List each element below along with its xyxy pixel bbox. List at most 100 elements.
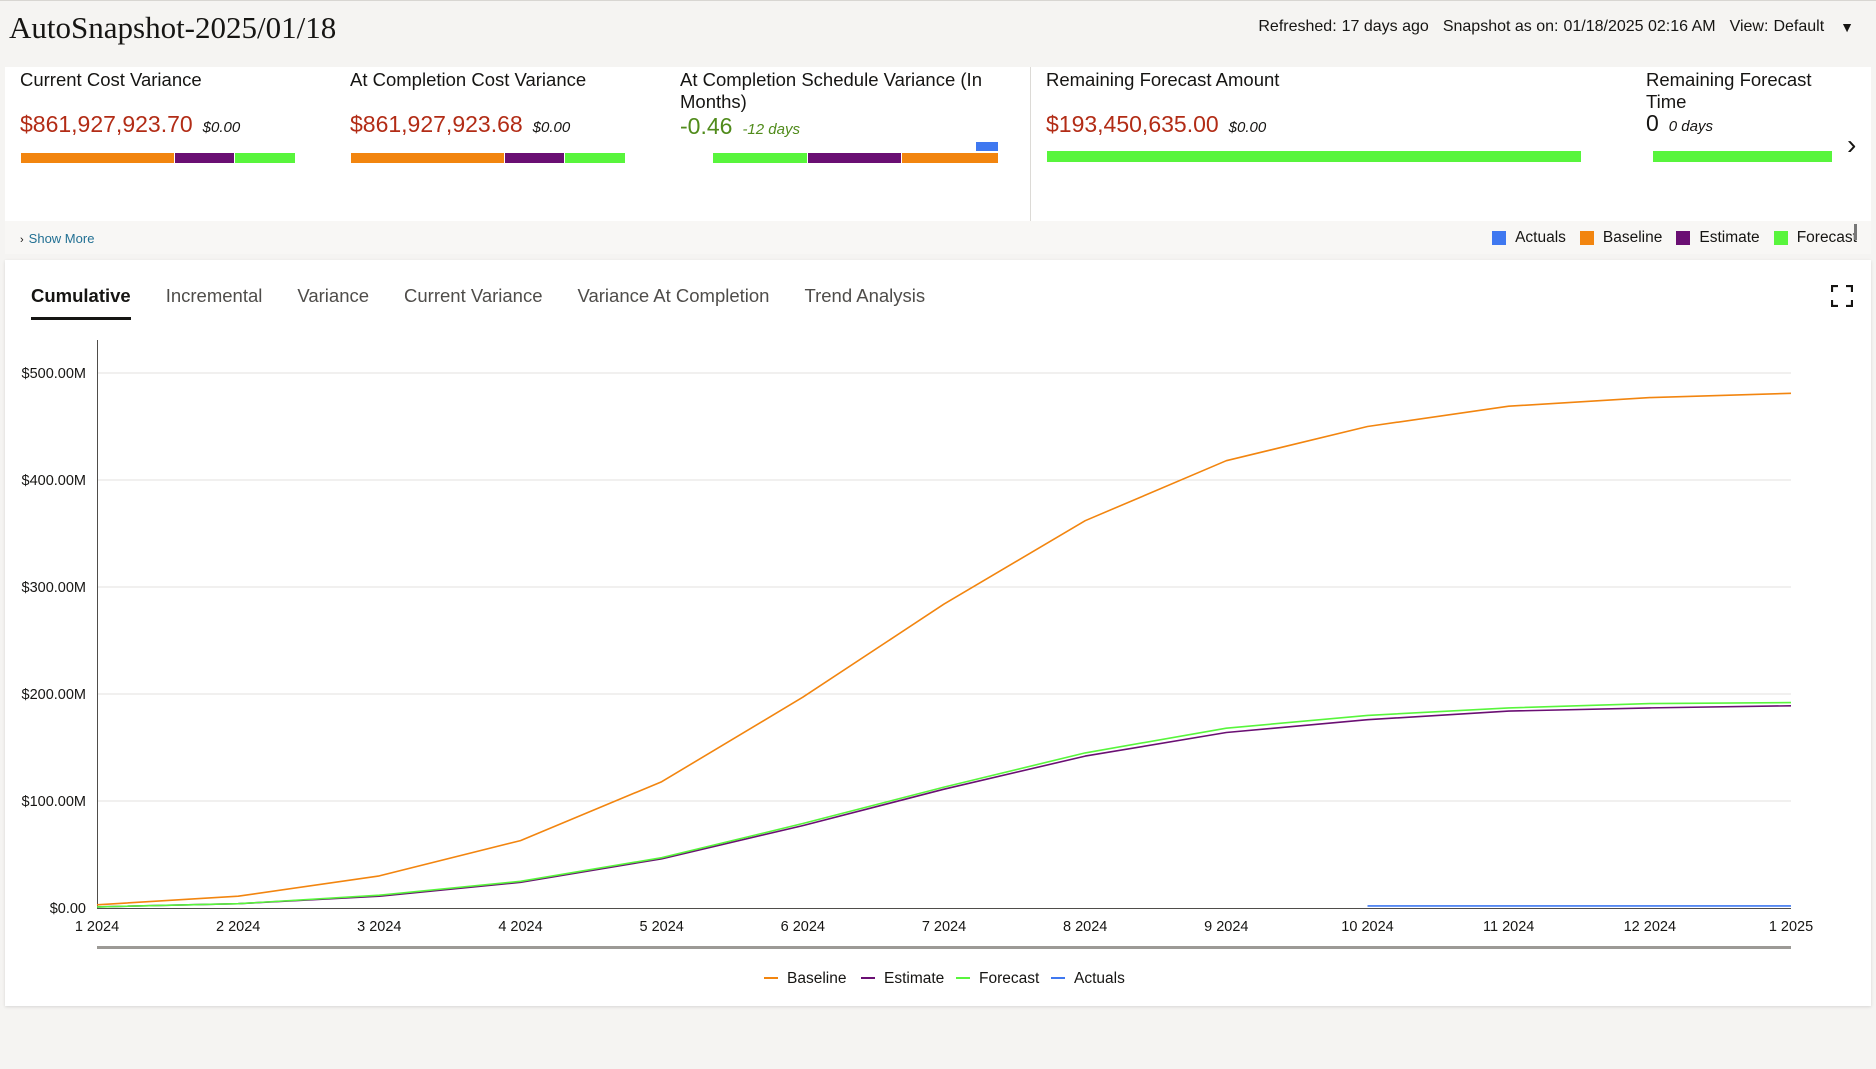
kpi-current-cost-variance[interactable]: Current Cost Variance $861,927,923.70 $0.…: [20, 67, 320, 217]
chart-overview-scrollbar: [97, 946, 1791, 949]
kpi-value-main: $193,450,635.00: [1046, 111, 1219, 137]
legend-label: Forecast: [1796, 229, 1857, 246]
x-tick-label: 6 2024: [781, 919, 825, 935]
kpi-strip: Current Cost Variance $861,927,923.70 $0.…: [5, 67, 1871, 254]
legend-item-actuals: Actuals: [1492, 229, 1566, 247]
cumulative-line-chart: $0.00 $100.00M $200.00M $300.00M $400.00M $50…: [22, 340, 1813, 987]
kpi-at-completion-cost-variance[interactable]: At Completion Cost Variance $861,927,923…: [350, 67, 650, 217]
kpi-value: 0 0 days: [1646, 110, 1713, 137]
kpi-remaining-forecast-time[interactable]: Remaining Forecast Time 0 0 days: [1646, 67, 1846, 217]
estimate-bar: [505, 153, 564, 163]
baseline-bar: [351, 153, 504, 163]
kpi-legend: Actuals Baseline Estimate Forecast: [1478, 229, 1857, 247]
x-tick-label: 10 2024: [1341, 919, 1393, 935]
y-tick-label: $100.00M: [22, 794, 87, 810]
legend-item-baseline: Baseline: [1579, 229, 1663, 247]
forecast-bar: [1047, 151, 1581, 162]
legend-label-actuals: Actuals: [1074, 970, 1125, 987]
kpi-value-sub: $0.00: [532, 119, 571, 136]
y-tick-label: $200.00M: [22, 687, 87, 703]
kpi-title: At Completion Cost Variance: [350, 69, 587, 90]
estimate-bar: [808, 153, 901, 163]
fullscreen-icon[interactable]: [1831, 285, 1853, 307]
x-tick-label: 11 2024: [1483, 919, 1534, 935]
kpi-value-sub: 0 days: [1668, 118, 1713, 135]
view-label: View:: [1729, 18, 1769, 35]
kpi-value-main: $861,927,923.68: [350, 111, 523, 137]
kpi-value-sub: $0.00: [202, 119, 241, 136]
kpi-value: $861,927,923.70 $0.00: [20, 111, 240, 138]
kpi-value-main: -0.46: [680, 113, 733, 139]
kpi-footer: › Show More Actuals Baseline Estimate For…: [5, 221, 1871, 254]
tab-bar: Cumulative Incremental Variance Current …: [31, 285, 960, 320]
forecast-bar: [1653, 151, 1832, 162]
tab-current-variance[interactable]: Current Variance: [404, 285, 543, 306]
tab-trend-analysis[interactable]: Trend Analysis: [804, 285, 926, 306]
top-border: [0, 0, 1876, 1]
chart-panel: Cumulative Incremental Variance Current …: [5, 260, 1871, 1006]
x-tick-label: 4 2024: [498, 919, 542, 935]
actuals-bar: [976, 142, 998, 151]
tab-cumulative[interactable]: Cumulative: [31, 285, 131, 320]
x-tick-label: 12 2024: [1624, 919, 1676, 935]
kpi-value-main: $861,927,923.70: [20, 111, 193, 137]
show-more-label: Show More: [28, 231, 95, 246]
legend-label-estimate: Estimate: [884, 970, 944, 987]
kpi-title: At Completion Schedule Variance (In Mont…: [680, 69, 982, 112]
kpi-value: $193,450,635.00 $0.00: [1046, 111, 1266, 138]
page-title: AutoSnapshot-2025/01/18: [9, 10, 337, 45]
baseline-bar: [21, 153, 174, 163]
series-line-forecast: [96, 701, 1792, 908]
x-tick-label: 1 2025: [1769, 919, 1813, 935]
y-tick-label: $0.00: [50, 901, 86, 917]
legend-swatch: [1579, 231, 1594, 245]
legend-label: Actuals: [1515, 229, 1566, 246]
legend-item-estimate: Estimate: [1676, 229, 1760, 247]
snapshot-value: 01/18/2025 02:16 AM: [1563, 18, 1716, 35]
estimate-bar: [175, 153, 234, 163]
x-tick-label: 1 2024: [75, 919, 119, 935]
kpi-title: Remaining Forecast Amount: [1046, 69, 1280, 90]
tab-incremental[interactable]: Incremental: [165, 285, 263, 306]
scrollbar[interactable]: [1854, 224, 1857, 240]
snapshot-label: Snapshot as on:: [1442, 18, 1559, 35]
header-meta: Refreshed: 17 days ago Snapshot as on: 0…: [1258, 18, 1854, 36]
legend-swatch: [1676, 231, 1691, 245]
refreshed-value: 17 days ago: [1341, 18, 1429, 35]
x-tick-label: 9 2024: [1204, 919, 1248, 935]
chevron-down-icon[interactable]: ▼: [1840, 19, 1854, 35]
kpi-value: $861,927,923.68 $0.00: [350, 111, 570, 138]
legend-label-forecast: Forecast: [979, 970, 1040, 987]
kpi-divider: [1030, 67, 1031, 221]
y-tick-label: $400.00M: [22, 473, 87, 489]
forecast-bar: [565, 153, 625, 163]
kpi-title: Remaining Forecast Time: [1646, 69, 1812, 112]
kpi-title: Current Cost Variance: [20, 69, 202, 90]
legend-swatch: [1773, 231, 1788, 245]
view-select[interactable]: Default: [1773, 18, 1825, 35]
forecast-bar: [713, 153, 807, 163]
x-tick-label: 2 2024: [216, 919, 260, 935]
kpi-at-completion-schedule-variance[interactable]: At Completion Schedule Variance (In Mont…: [680, 67, 1010, 217]
tab-variance[interactable]: Variance: [297, 285, 370, 306]
x-tick-label: 7 2024: [922, 919, 966, 935]
x-tick-label: 5 2024: [639, 919, 683, 935]
y-tick-label: $500.00M: [22, 366, 87, 382]
baseline-bar: [902, 153, 998, 163]
kpi-value: -0.46 -12 days: [680, 113, 800, 140]
chevron-right-icon[interactable]: ›: [1847, 129, 1857, 160]
series-line-estimate: [96, 705, 1792, 908]
legend-swatch: [1492, 231, 1507, 245]
kpi-value-main: 0: [1646, 110, 1659, 136]
legend-label: Baseline: [1602, 229, 1663, 246]
kpi-value-sub: $0.00: [1228, 119, 1267, 136]
show-more-link[interactable]: › Show More: [20, 231, 94, 246]
refreshed-label: Refreshed:: [1258, 18, 1337, 35]
legend-label: Estimate: [1699, 229, 1760, 246]
legend-label-baseline: Baseline: [787, 970, 846, 987]
kpi-value-sub: -12 days: [742, 121, 800, 138]
tab-variance-at-completion[interactable]: Variance At Completion: [577, 285, 770, 306]
legend-item-forecast: Forecast: [1773, 229, 1857, 247]
kpi-remaining-forecast-amount[interactable]: Remaining Forecast Amount $193,450,635.0…: [1046, 67, 1606, 217]
chevron-right-icon: ›: [20, 234, 24, 246]
